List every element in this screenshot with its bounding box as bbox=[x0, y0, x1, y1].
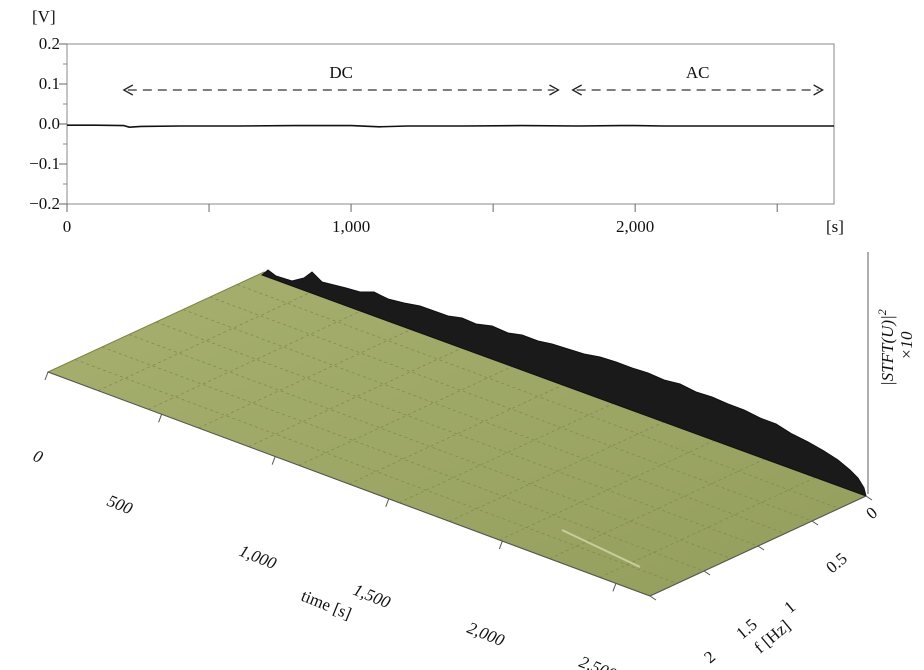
grid-line bbox=[549, 458, 766, 559]
time-axis-label: time [s] bbox=[299, 586, 355, 623]
x-unit-label: [s] bbox=[826, 217, 844, 236]
time-tick-label: 0 bbox=[31, 446, 46, 467]
y-tick-labels: 0.2 0.1 0.0 −0.1 −0.2 bbox=[29, 34, 60, 213]
grid-line bbox=[101, 346, 705, 572]
frequency-tick bbox=[811, 520, 819, 526]
time-tick-label: 2,500 bbox=[577, 652, 620, 670]
y-tick-label: −0.2 bbox=[29, 194, 60, 213]
spectral-ridge bbox=[261, 269, 867, 497]
grid-line bbox=[449, 421, 666, 522]
frequency-tick bbox=[865, 495, 873, 501]
y-tick-label: 0.1 bbox=[39, 74, 60, 93]
y-unit-label: [V] bbox=[32, 7, 56, 26]
y-tick-label: 0.2 bbox=[39, 34, 60, 53]
time-tick-label: 500 bbox=[105, 491, 136, 518]
grid-line bbox=[348, 383, 566, 485]
annotation-arrow-right bbox=[813, 84, 824, 96]
frequency-tick-label: 0 bbox=[862, 503, 881, 523]
grid-line bbox=[98, 290, 315, 391]
time-tick bbox=[44, 371, 49, 381]
grid-line bbox=[128, 334, 732, 559]
annotations: DC AC bbox=[122, 63, 824, 96]
annotation-arrow-left bbox=[571, 84, 582, 96]
x-tick-label: 2,000 bbox=[616, 217, 654, 236]
grid-line bbox=[499, 439, 716, 541]
z-axis-scale-label: ×10 bbox=[897, 331, 916, 360]
grid-line bbox=[148, 309, 365, 410]
time-tick bbox=[385, 498, 390, 507]
grid-line bbox=[236, 284, 840, 509]
z-axis-label: |STFT(U)|2 bbox=[875, 309, 897, 386]
x-tick-label: 1,000 bbox=[332, 217, 370, 236]
frequency-tick-label: 2 bbox=[700, 647, 719, 667]
time-tick bbox=[158, 414, 163, 423]
surface-grid bbox=[74, 284, 840, 584]
ac-trace-mark bbox=[561, 529, 641, 568]
y-tick-label: 0.0 bbox=[39, 114, 60, 133]
grid-line bbox=[399, 402, 616, 503]
x-tick-labels: 0 1,000 2,000 bbox=[63, 217, 655, 236]
time-tick-label: 1,500 bbox=[351, 580, 394, 612]
time-tick bbox=[498, 540, 503, 550]
grid-line bbox=[198, 327, 415, 429]
grid-line bbox=[209, 296, 813, 522]
axis-ticks bbox=[59, 43, 778, 212]
grid-line bbox=[155, 321, 759, 547]
time-tick bbox=[271, 456, 276, 465]
time-tick-label: 2,000 bbox=[465, 618, 508, 650]
grid-line bbox=[182, 309, 786, 534]
time-tick-label: 1,000 bbox=[237, 541, 280, 573]
frequency-tick bbox=[649, 595, 657, 601]
frequency-tick-label: 0.5 bbox=[822, 549, 850, 577]
y-tick-label: −0.1 bbox=[29, 154, 60, 173]
voltage-time-plot: [V] 0.2 0.1 0.0 −0.1 −0.2 0 1,000 2,000 [s] DC… bbox=[29, 7, 844, 236]
frequency-axis-label: f [Hz] bbox=[750, 616, 794, 657]
grid-line bbox=[74, 359, 678, 584]
annotation-label: DC bbox=[329, 63, 353, 82]
frequency-tick bbox=[703, 570, 711, 576]
frequency-tick-label: 1 bbox=[780, 597, 799, 617]
voltage-series-line bbox=[67, 124, 834, 129]
time-tick bbox=[612, 583, 617, 592]
annotation-arrow-right bbox=[549, 84, 560, 96]
annotation-arrow-left bbox=[122, 84, 134, 96]
grid-line bbox=[599, 477, 816, 578]
frequency-tick bbox=[757, 545, 765, 551]
grid-line bbox=[248, 346, 465, 447]
annotation-label: AC bbox=[686, 63, 710, 82]
x-tick-label: 0 bbox=[63, 217, 72, 236]
grid-line bbox=[298, 365, 515, 466]
